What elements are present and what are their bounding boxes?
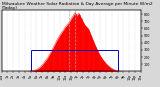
- Text: Milwaukee Weather Solar Radiation & Day Average per Minute W/m2 (Today): Milwaukee Weather Solar Radiation & Day …: [2, 2, 152, 10]
